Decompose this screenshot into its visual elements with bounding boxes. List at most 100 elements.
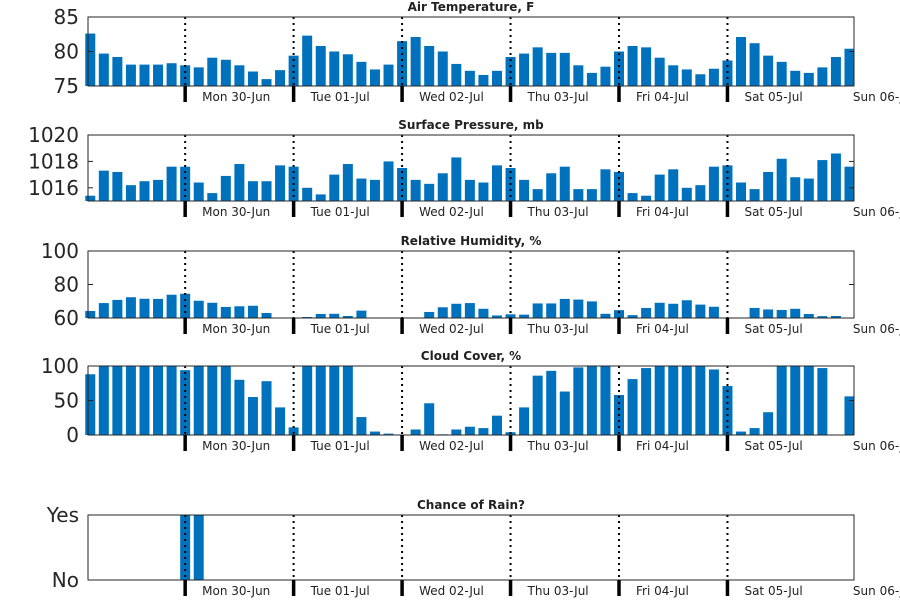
bar <box>112 366 123 435</box>
day-label: Sun 06-Jul <box>853 322 900 336</box>
bar <box>627 45 638 86</box>
bar <box>261 381 272 435</box>
y-tick-label: 1016 <box>28 176 79 200</box>
day-label: Wed 02-Jul <box>419 90 484 104</box>
day-label: Mon 30-Jun <box>202 322 270 336</box>
bar <box>790 70 801 86</box>
bar <box>302 187 313 201</box>
bar <box>451 303 462 318</box>
bar <box>600 313 611 318</box>
bar <box>315 366 326 435</box>
day-label: Mon 30-Jun <box>202 584 270 598</box>
bar <box>207 302 218 318</box>
day-label: Fri 04-Jul <box>636 439 689 453</box>
bar <box>193 366 204 435</box>
bar <box>464 426 475 435</box>
bar <box>668 169 679 201</box>
y-tick-label: 80 <box>54 273 79 297</box>
bar <box>125 297 136 318</box>
bar <box>532 375 543 435</box>
bar <box>98 303 109 318</box>
bar <box>519 179 530 201</box>
bar <box>153 366 164 435</box>
day-label: Thu 03-Jul <box>527 439 589 453</box>
bar <box>763 171 774 201</box>
bar <box>112 171 123 201</box>
bar <box>478 428 489 435</box>
bar <box>708 166 719 201</box>
day-label: Tue 01-Jul <box>310 584 370 598</box>
bar <box>614 171 624 201</box>
bar <box>641 47 652 86</box>
day-label: Sat 05-Jul <box>744 90 802 104</box>
day-label: Tue 01-Jul <box>310 205 370 219</box>
day-label: Sat 05-Jul <box>744 584 802 598</box>
bar <box>356 417 367 435</box>
bar <box>397 41 408 86</box>
bar <box>627 315 638 318</box>
day-label: Wed 02-Jul <box>419 322 484 336</box>
day-label: Sat 05-Jul <box>744 205 802 219</box>
bar <box>776 158 787 201</box>
day-label: Sun 06-Jul <box>853 439 900 453</box>
bar <box>803 72 814 86</box>
bar <box>763 309 774 318</box>
day-label: Fri 04-Jul <box>636 584 689 598</box>
y-tick-label: No <box>52 568 79 592</box>
bar <box>464 303 475 318</box>
bar <box>329 313 340 318</box>
bar <box>817 316 828 318</box>
bar <box>776 309 787 318</box>
bar <box>627 379 638 435</box>
bar <box>139 64 150 86</box>
bar <box>275 165 286 201</box>
bar <box>220 59 231 86</box>
bar <box>600 366 611 435</box>
bar <box>329 174 340 201</box>
bar <box>437 51 448 86</box>
bar <box>180 65 191 86</box>
day-label: Wed 02-Jul <box>419 439 484 453</box>
bar <box>844 166 855 201</box>
bar <box>722 60 733 86</box>
bar <box>600 169 611 201</box>
bar <box>790 308 801 318</box>
bar <box>844 48 855 86</box>
bar <box>491 70 502 86</box>
bar <box>451 429 462 435</box>
bar <box>139 298 150 318</box>
bar <box>573 65 584 86</box>
bar <box>247 71 258 86</box>
bar <box>559 52 570 86</box>
bar <box>424 183 435 201</box>
bar <box>451 63 462 86</box>
bar <box>166 294 177 318</box>
day-label: Mon 30-Jun <box>202 439 270 453</box>
panel-4: Cloud Cover, % 0 50 100 Mon 30-Jun Tue 01-Jul… <box>41 349 900 453</box>
bar <box>98 53 109 86</box>
bar <box>193 300 204 318</box>
bar <box>478 308 489 318</box>
bar <box>668 65 679 86</box>
bar <box>668 303 679 318</box>
bar <box>220 366 231 435</box>
bar <box>315 313 326 318</box>
bar <box>247 397 258 435</box>
bar <box>125 366 136 435</box>
bar <box>736 37 747 86</box>
bar <box>234 164 245 201</box>
bar <box>654 366 665 435</box>
bar <box>559 391 570 435</box>
bar <box>519 53 530 86</box>
bar <box>234 306 245 318</box>
bar <box>641 195 652 201</box>
bar <box>410 179 421 201</box>
bar <box>247 181 258 201</box>
bar <box>315 194 326 201</box>
day-label: Tue 01-Jul <box>310 439 370 453</box>
bar <box>342 366 353 435</box>
bar <box>85 310 96 318</box>
bar <box>803 366 814 435</box>
y-tick-label: 1018 <box>28 149 79 173</box>
